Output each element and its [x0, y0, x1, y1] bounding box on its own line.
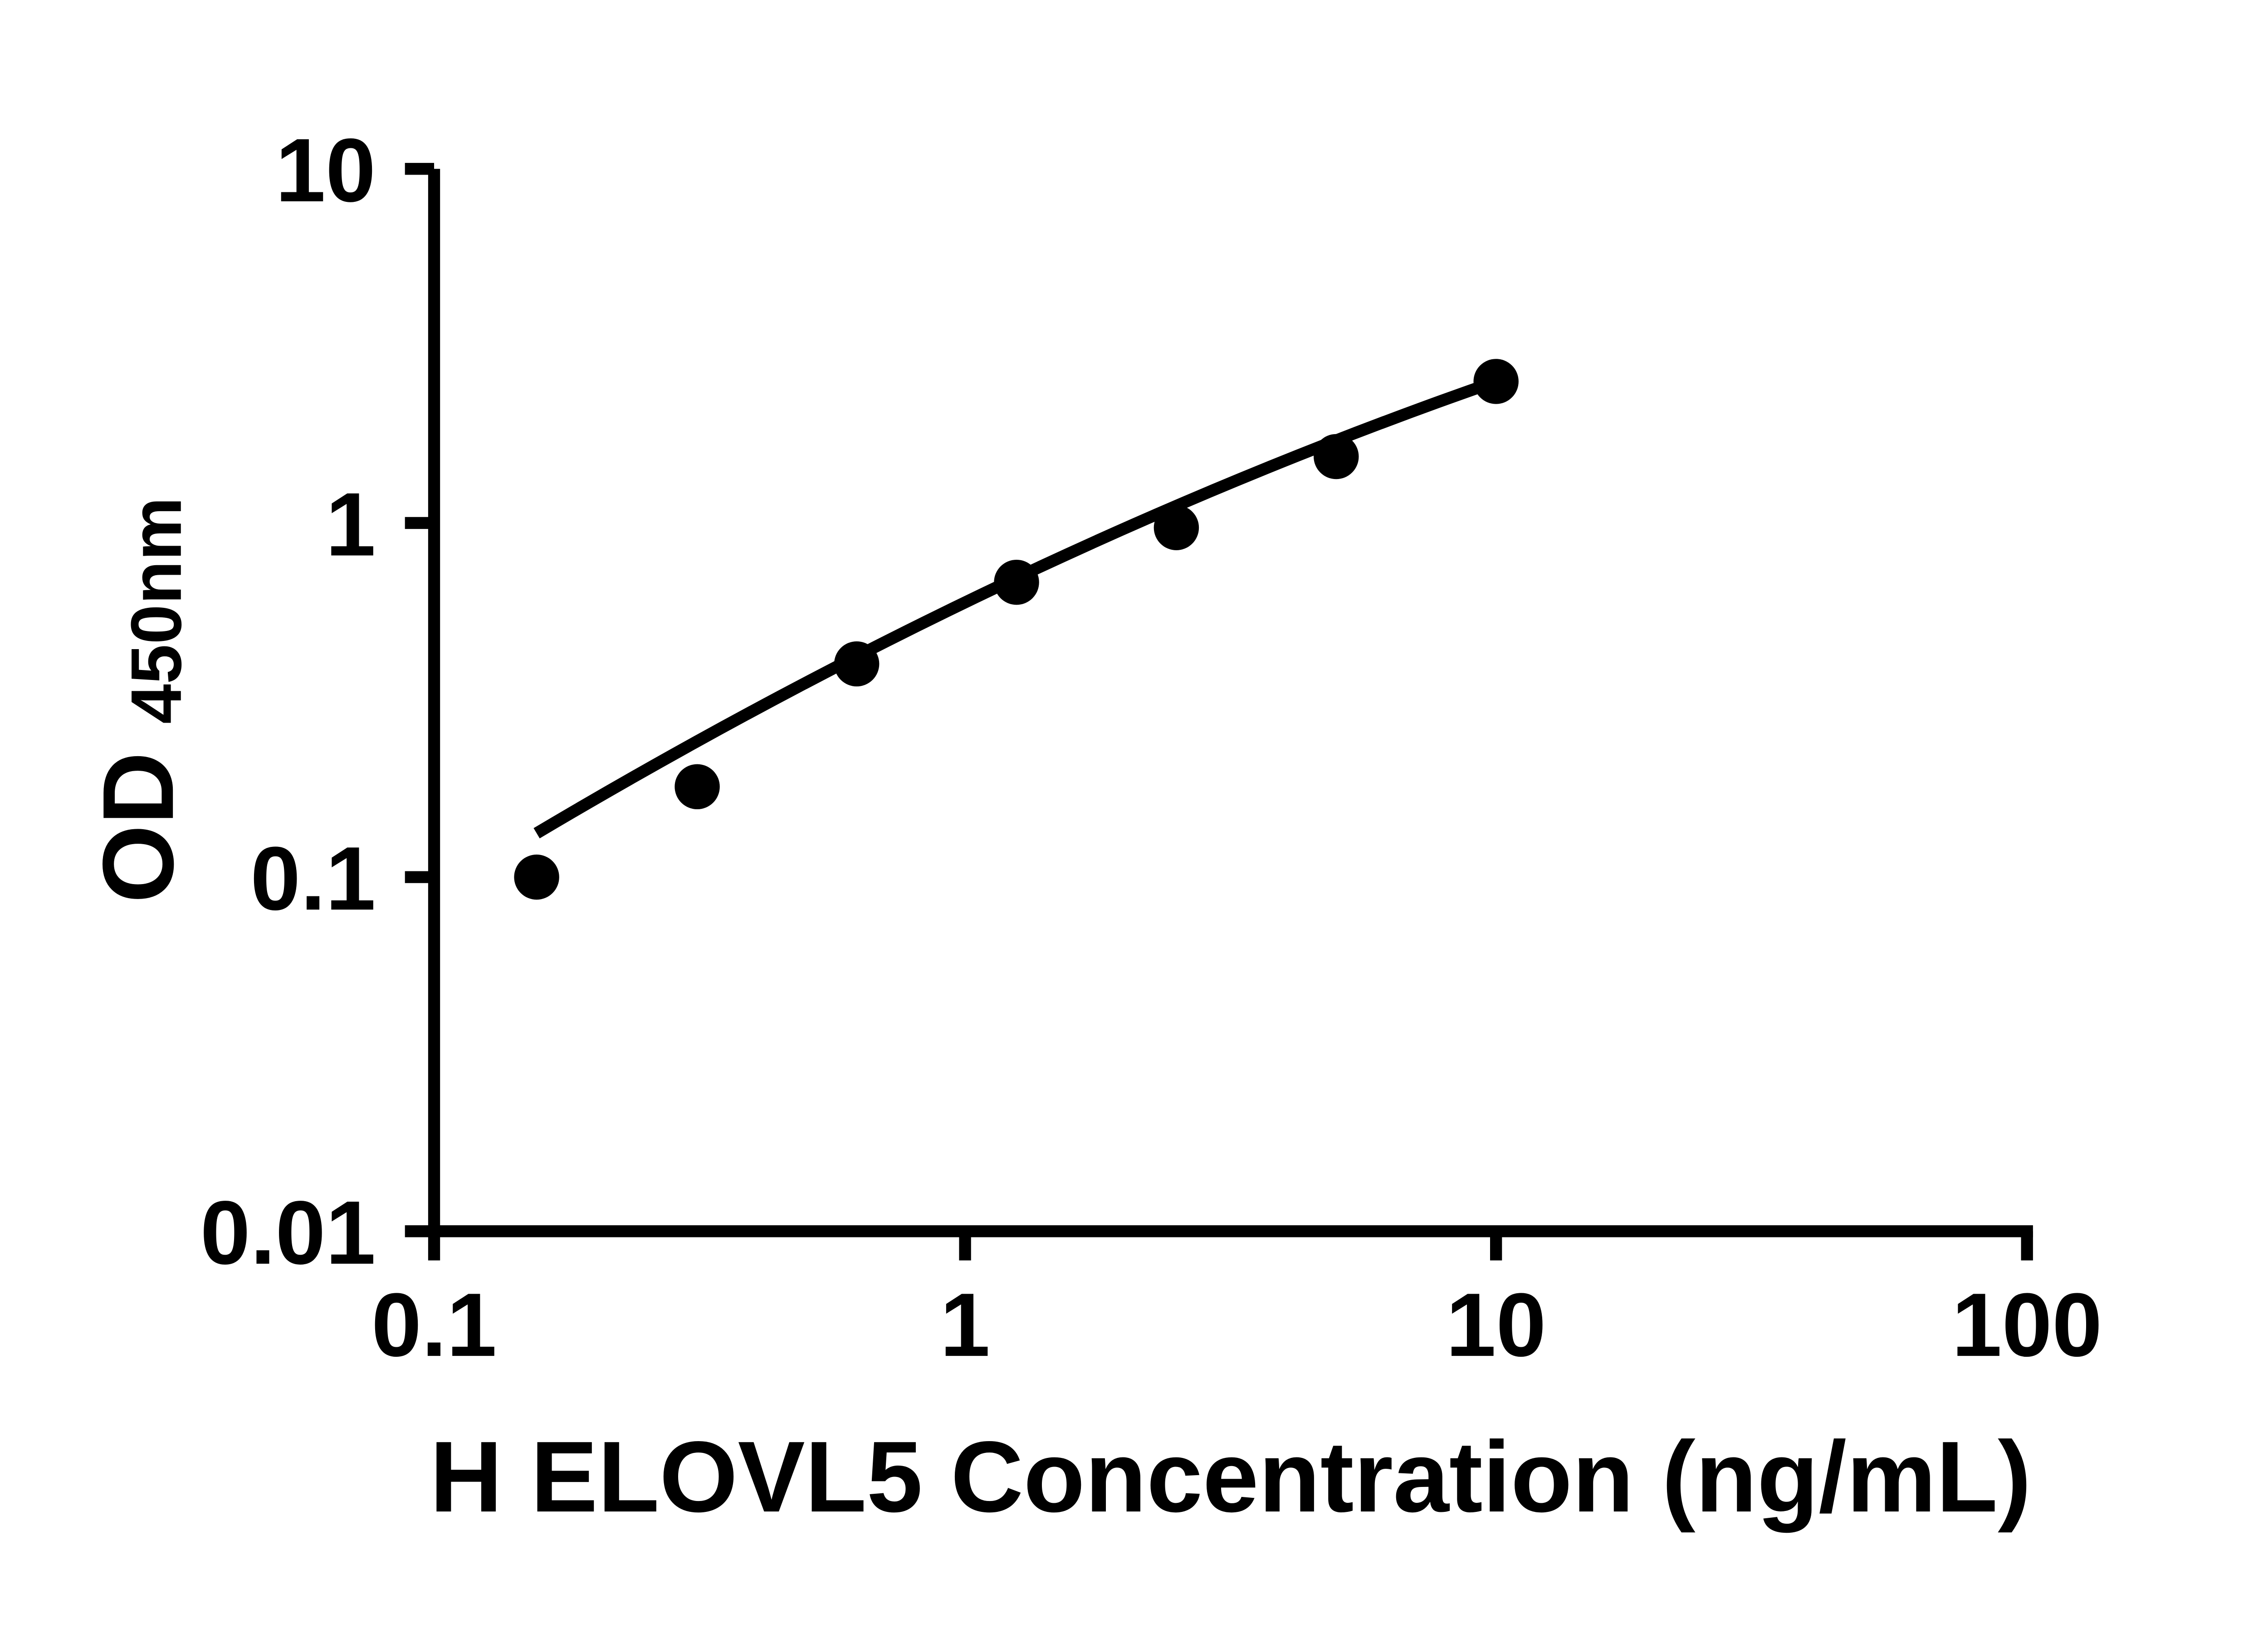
x-axis-tick-label: 100 [1952, 1275, 2102, 1375]
data-point [675, 764, 720, 810]
data-point [1154, 505, 1199, 550]
axis-title-layer: H ELOVL5 Concentration (ng/mL) OD 450nm [82, 497, 2031, 1534]
axes-layer [428, 169, 2033, 1237]
x-axis-tick-label: 10 [1446, 1275, 1546, 1375]
x-axis-title: H ELOVL5 Concentration (ng/mL) [430, 1421, 2031, 1533]
x-axis-tick-label: 0.1 [371, 1275, 497, 1375]
y-axis-tick-label: 0.1 [250, 828, 376, 929]
y-axis-title-main: OD [82, 752, 195, 903]
y-axis-tick-label: 1 [326, 474, 376, 575]
data-point [514, 854, 559, 900]
y-axis-tick-label: 10 [275, 120, 376, 221]
data-point [994, 559, 1039, 605]
data-point [1473, 359, 1519, 404]
x-axis-tick-label: 1 [940, 1275, 990, 1375]
data-point [1314, 434, 1359, 479]
data-layer [514, 359, 1519, 900]
y-axis-tick-label: 0.01 [200, 1183, 376, 1283]
y-axis-title: OD 450nm [82, 497, 196, 903]
data-point [834, 641, 880, 687]
y-axis-title-subscript: 450nm [117, 497, 196, 724]
tick-layer [405, 163, 2033, 1261]
